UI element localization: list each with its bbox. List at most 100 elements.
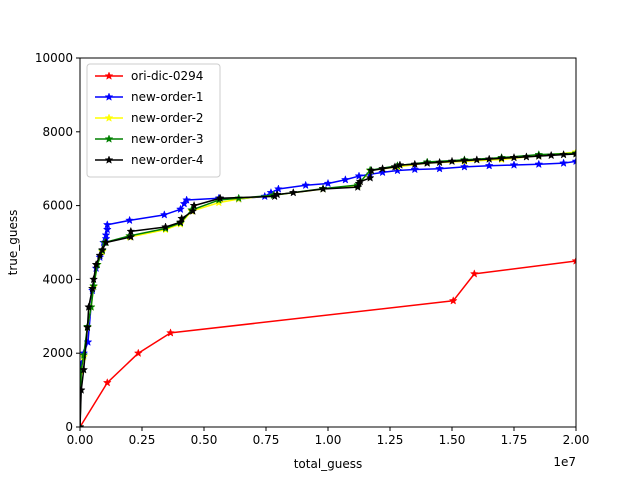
data-point-star	[91, 259, 101, 269]
x-tick-label: 1.00	[315, 433, 342, 447]
data-point-star	[102, 220, 112, 229]
data-point-star	[288, 187, 298, 197]
y-tick-label: 0	[65, 420, 73, 434]
data-point-star	[390, 162, 400, 171]
y-tick-label: 2000	[42, 346, 73, 360]
data-point-star	[215, 193, 225, 203]
data-point-star	[97, 245, 107, 254]
data-point-star	[559, 149, 569, 159]
x-axis: 0.00 0.25 0.50 0.75 1.00 1.25 1.50 1.75 2.00	[67, 427, 590, 447]
legend-item: new-order-2	[95, 111, 204, 125]
x-tick-label: 1.25	[377, 433, 404, 447]
legend-label: new-order-4	[131, 153, 204, 167]
x-tick-label: 0.00	[67, 433, 94, 447]
data-point-star	[497, 153, 507, 163]
series-ori-dic-0294	[80, 256, 576, 427]
y-tick-label: 4000	[42, 272, 73, 286]
legend-marker-star	[104, 92, 114, 101]
data-point-star	[188, 206, 198, 215]
x-tick-label: 0.25	[129, 433, 156, 447]
data-point-star	[89, 274, 99, 284]
data-point-star	[80, 385, 86, 394]
data-point-star	[161, 222, 171, 231]
data-point-star	[366, 165, 376, 175]
data-point-star	[177, 213, 187, 223]
legend: ori-dic-0294 new-order-1 new-order-2 new-or…	[86, 63, 221, 178]
data-point-star	[410, 164, 420, 174]
data-point-star	[273, 184, 283, 193]
legend-item: new-order-4	[95, 153, 204, 167]
data-point-star	[318, 184, 328, 193]
data-point-star	[484, 154, 494, 163]
data-point-star	[133, 348, 143, 358]
data-point-star	[571, 156, 576, 166]
data-point-star	[447, 156, 457, 166]
data-point-star	[125, 215, 135, 225]
data-point-star	[102, 224, 112, 234]
x-tick-label: 2.00	[563, 433, 590, 447]
legend-marker-star	[104, 113, 114, 122]
data-point-star	[571, 256, 576, 265]
y-tick-label: 10000	[35, 51, 73, 65]
data-point-star	[571, 149, 576, 158]
data-point-star	[534, 151, 544, 160]
legend-label: new-order-2	[131, 111, 204, 125]
data-point-star	[84, 302, 94, 311]
data-point-star	[101, 237, 111, 247]
data-point-star	[82, 322, 92, 332]
data-point-star	[301, 180, 311, 190]
data-point-star	[126, 226, 136, 236]
data-point-star	[355, 176, 365, 186]
data-point-star	[182, 195, 192, 204]
data-point-star	[354, 171, 364, 180]
data-point-star	[340, 175, 350, 184]
data-point-star	[509, 160, 519, 169]
data-point-star	[323, 178, 333, 188]
data-point-star	[395, 160, 405, 169]
data-point-star	[534, 159, 544, 169]
x-axis-label: total_guess	[294, 457, 363, 471]
data-point-star	[80, 422, 85, 427]
data-point-star	[484, 161, 494, 170]
legend-label: new-order-1	[131, 90, 204, 104]
data-point-star	[272, 189, 282, 199]
data-point-star	[378, 167, 388, 177]
series-new-order-4	[80, 149, 576, 427]
x-tick-label: 0.50	[191, 433, 218, 447]
legend-marker-star	[104, 71, 114, 80]
legend-item: new-order-1	[95, 90, 204, 104]
data-point-star	[459, 162, 469, 171]
data-point-star	[80, 365, 89, 374]
legend-item: new-order-3	[95, 132, 204, 146]
data-point-star	[159, 210, 169, 219]
legend-frame	[86, 63, 221, 178]
data-point-star	[469, 269, 479, 278]
data-point-star	[435, 157, 445, 167]
legend-label: ori-dic-0294	[131, 69, 203, 83]
x-tick-label: 0.75	[253, 433, 280, 447]
data-point-star	[95, 250, 105, 260]
y-tick-label: 6000	[42, 199, 73, 213]
legend-marker-star	[104, 134, 114, 143]
data-point-star	[80, 350, 89, 359]
x-offset-text: 1e7	[553, 455, 576, 469]
y-axis-label: true_guess	[6, 210, 20, 276]
y-axis: 0 2000 4000 6000 8000 10000	[35, 51, 80, 434]
data-point-star	[101, 230, 111, 239]
y-tick-label: 8000	[42, 125, 73, 139]
data-point-star	[448, 296, 458, 305]
series-layer	[80, 147, 576, 427]
data-point-star	[559, 158, 569, 167]
data-point-star	[378, 163, 388, 173]
data-point-star	[365, 173, 375, 182]
legend-item: ori-dic-0294	[95, 69, 203, 83]
data-point-star	[472, 155, 482, 164]
data-point-star	[102, 378, 112, 387]
data-point-star	[410, 159, 420, 169]
legend-marker-star	[104, 155, 114, 164]
data-point-star	[87, 283, 97, 293]
data-point-star	[509, 152, 519, 162]
data-point-star	[422, 158, 432, 167]
legend-label: new-order-3	[131, 132, 204, 146]
